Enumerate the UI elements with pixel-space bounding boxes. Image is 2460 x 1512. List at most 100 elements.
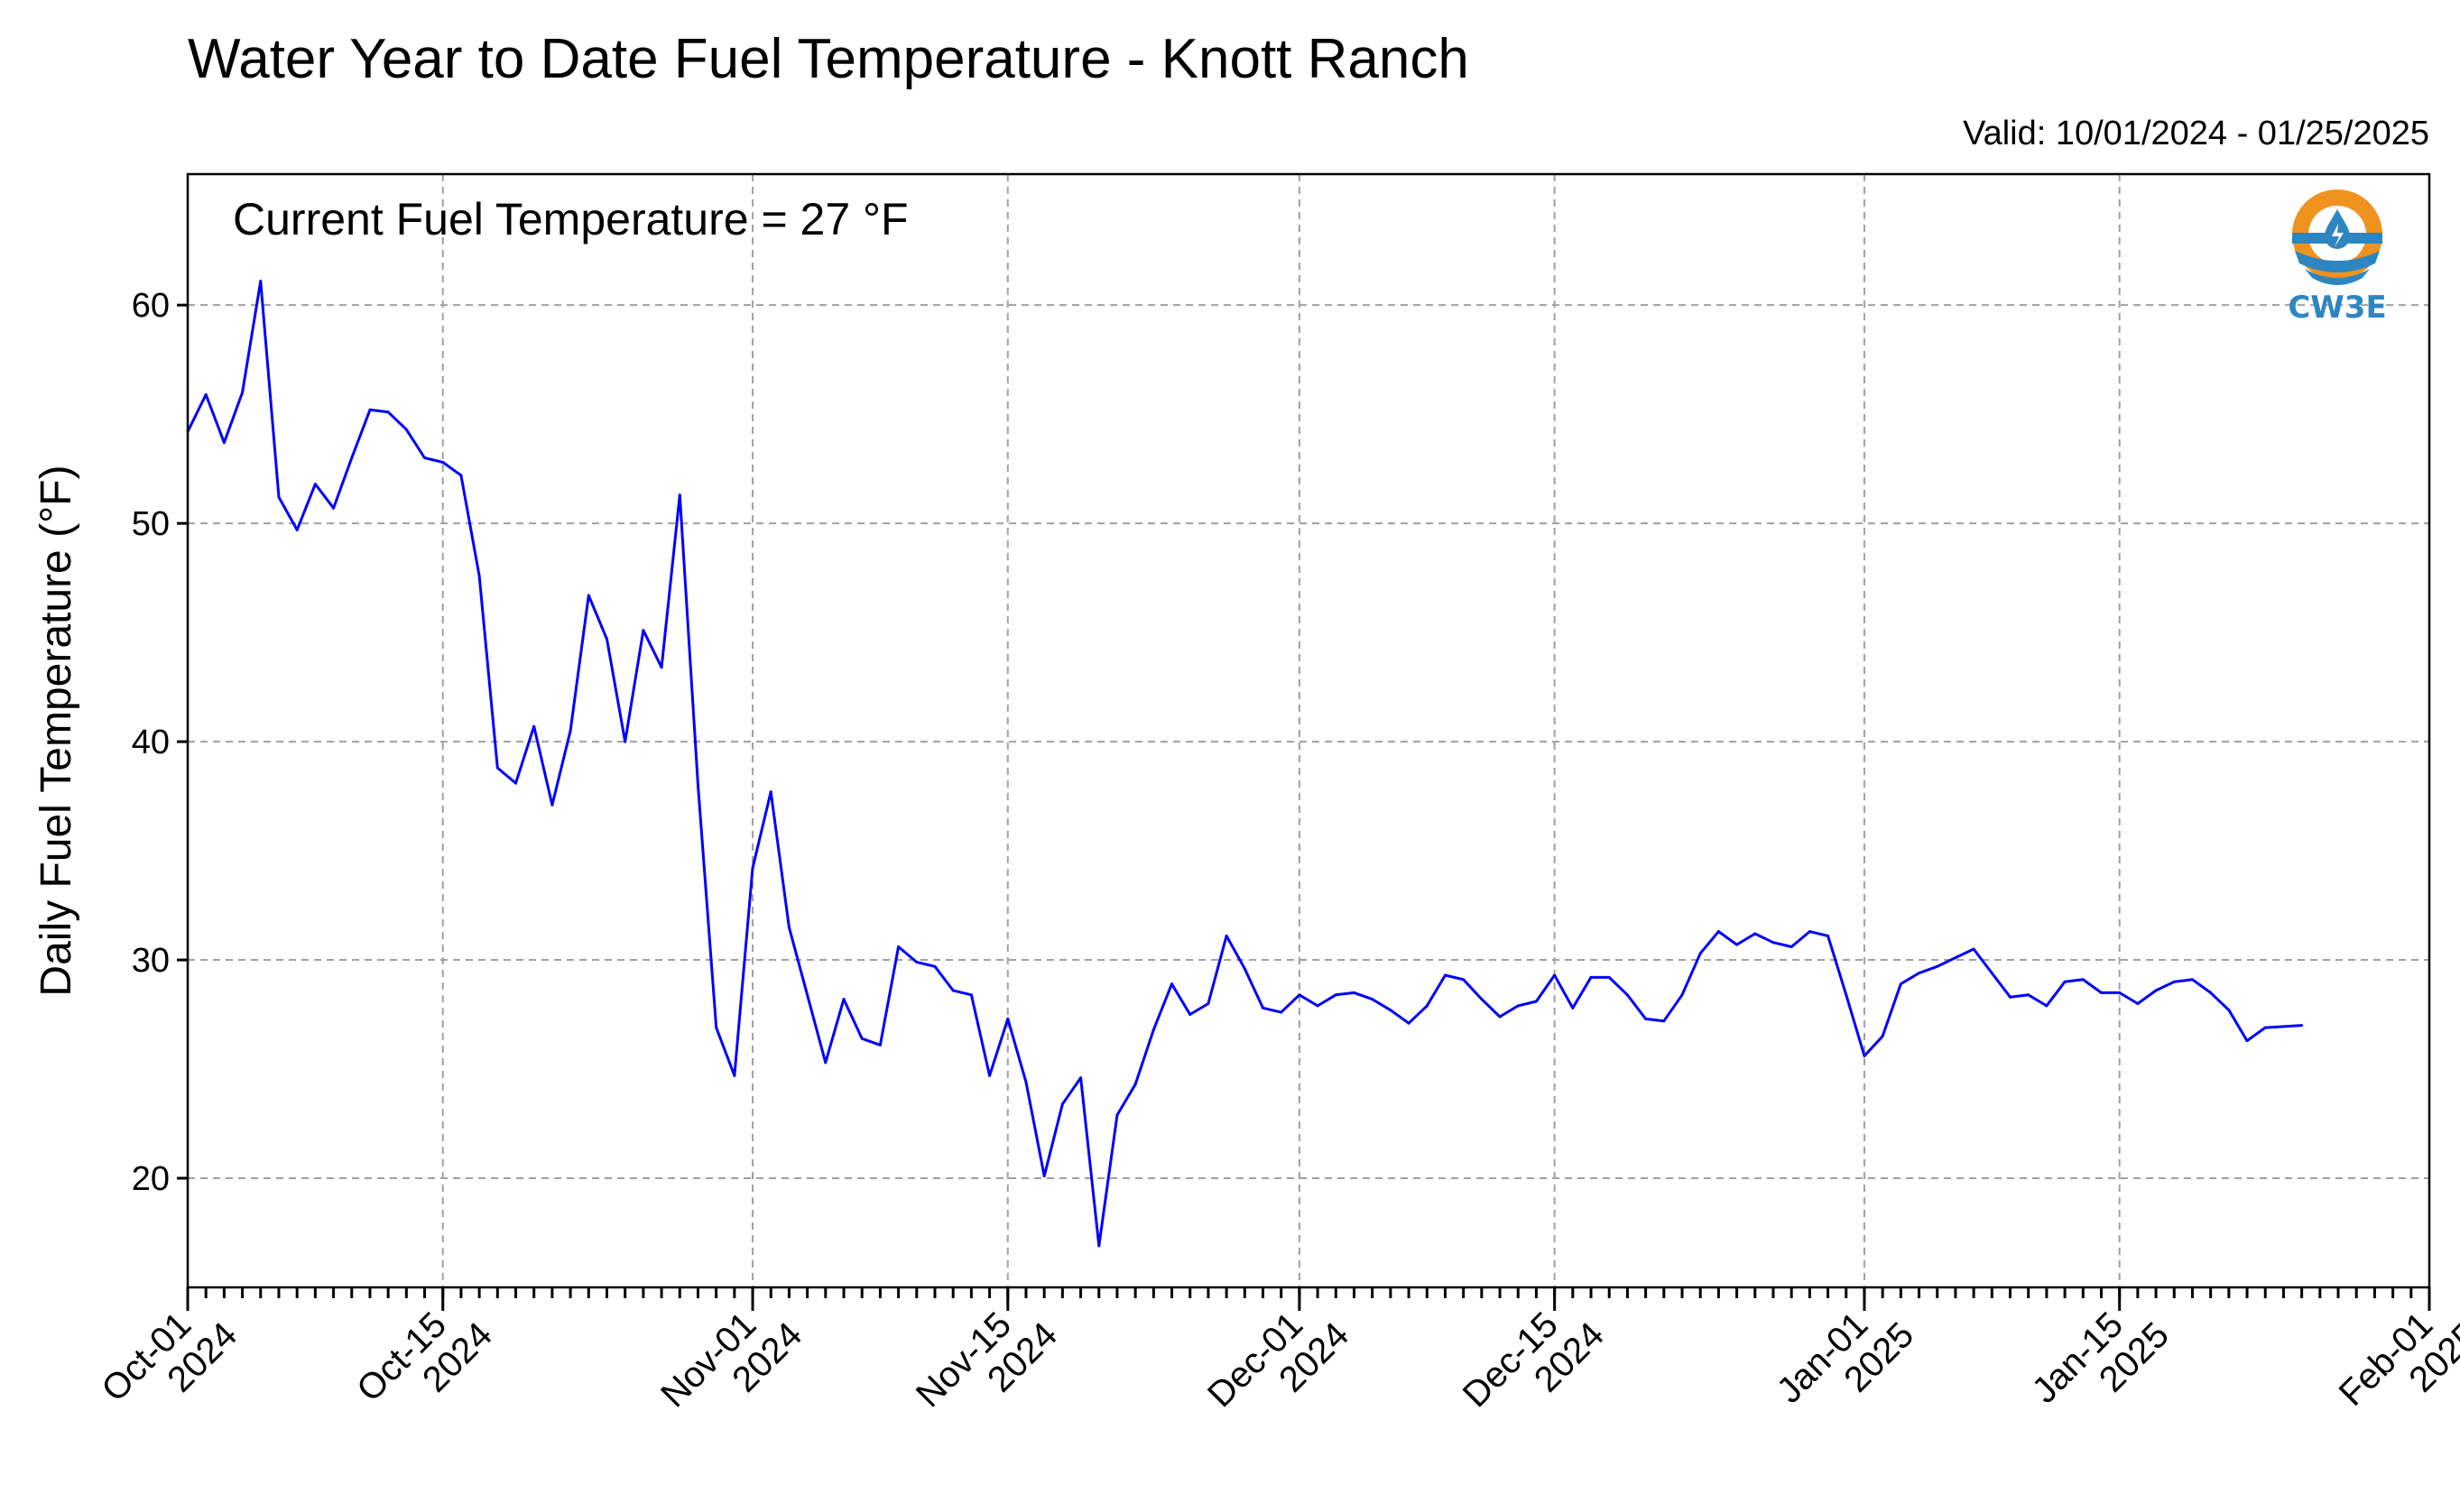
- data-point: [1207, 1002, 1210, 1005]
- data-point: [1534, 1000, 1538, 1003]
- grid-lines: [188, 174, 2429, 1287]
- data-point: [1735, 943, 1739, 946]
- y-tick-label: 60: [132, 287, 170, 325]
- data-point: [1243, 967, 1246, 971]
- data-point: [1334, 993, 1337, 997]
- data-point: [1280, 1010, 1283, 1014]
- data-point: [642, 629, 645, 632]
- y-tick-label: 50: [132, 505, 170, 543]
- data-point: [1225, 934, 1228, 937]
- data-point: [350, 456, 354, 459]
- y-axis-label: Daily Fuel Temperature (°F): [32, 465, 80, 996]
- axis-ticks: [177, 303, 2431, 1311]
- data-point: [514, 781, 517, 785]
- data-point: [1133, 1083, 1137, 1086]
- data-point: [569, 729, 572, 733]
- series-layer: [186, 280, 2304, 1248]
- data-point: [842, 998, 846, 1001]
- data-point: [1753, 932, 1757, 936]
- data-point: [1936, 964, 1939, 968]
- data-point: [1863, 1055, 1866, 1057]
- data-point: [769, 790, 772, 794]
- y-tick-label: 20: [132, 1160, 170, 1198]
- data-point: [2281, 1025, 2285, 1028]
- data-point: [386, 410, 390, 414]
- data-point: [1316, 1004, 1319, 1008]
- data-point: [295, 528, 299, 531]
- data-point: [332, 506, 336, 510]
- data-point: [1918, 972, 1920, 975]
- chart-title: Water Year to Date Fuel Temperature - Kn…: [188, 28, 1469, 90]
- data-point: [1389, 1009, 1392, 1012]
- data-point: [1644, 1017, 1648, 1020]
- data-point: [1480, 998, 1484, 1001]
- data-point: [1881, 1035, 1884, 1038]
- data-point: [1790, 945, 1793, 948]
- data-point: [1462, 978, 1466, 982]
- valid-date-range: Valid: 10/01/2024 - 01/25/2025: [1963, 115, 2429, 152]
- data-point: [1771, 941, 1775, 945]
- data-point: [951, 989, 955, 992]
- data-point: [2263, 1026, 2267, 1029]
- y-tick-label: 30: [132, 942, 170, 980]
- data-point: [860, 1037, 864, 1040]
- data-point: [2300, 1024, 2304, 1028]
- data-point: [1827, 934, 1830, 937]
- data-point: [2154, 989, 2158, 992]
- data-point: [1498, 1015, 1502, 1019]
- logo-text: CW3E: [2288, 290, 2386, 326]
- data-point: [1298, 993, 1301, 997]
- data-point: [277, 495, 281, 499]
- data-point: [787, 926, 791, 929]
- data-point: [587, 594, 590, 597]
- data-point: [1716, 930, 1720, 934]
- data-point: [441, 460, 445, 464]
- data-point: [222, 441, 226, 445]
- data-point: [1899, 982, 1902, 986]
- data-point: [2172, 980, 2176, 983]
- data-point: [624, 740, 627, 743]
- cw3e-logo: CW3E: [2288, 189, 2387, 326]
- data-point: [806, 993, 809, 997]
- data-point: [423, 456, 426, 459]
- data-point: [2191, 978, 2194, 982]
- data-point: [204, 392, 208, 396]
- data-point: [751, 866, 754, 870]
- data-point: [1571, 1006, 1575, 1010]
- data-point: [2100, 991, 2103, 994]
- data-point: [2136, 1002, 2140, 1005]
- data-point: [1680, 993, 1684, 997]
- data-point: [1353, 991, 1355, 994]
- data-point: [969, 993, 973, 997]
- data-point: [1516, 1004, 1520, 1008]
- data-point: [1079, 1076, 1083, 1080]
- data-point: [1954, 956, 1957, 960]
- data-point: [2045, 1004, 2048, 1008]
- data-point: [1371, 998, 1374, 1001]
- data-point: [241, 391, 245, 394]
- data-point: [697, 784, 699, 787]
- data-point: [1553, 973, 1557, 977]
- data-point: [897, 945, 901, 948]
- data-point: [259, 280, 263, 283]
- water-drop-sun-icon: [2292, 189, 2382, 285]
- data-point: [2027, 993, 2030, 997]
- plot-frame: [186, 172, 2431, 1289]
- data-point: [606, 637, 608, 641]
- data-point: [1698, 952, 1702, 955]
- data-point: [1444, 973, 1447, 977]
- fuel-temperature-line: [186, 280, 2302, 1248]
- data-point: [1262, 1006, 1264, 1010]
- data-point: [824, 1061, 828, 1065]
- data-point: [715, 1026, 718, 1029]
- data-point: [660, 666, 663, 669]
- data-point: [1170, 982, 1173, 986]
